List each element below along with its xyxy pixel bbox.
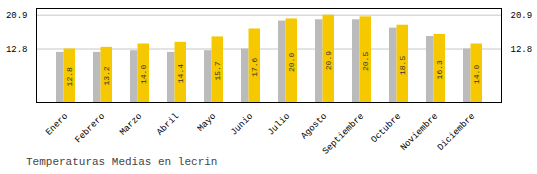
svg-text:Septiembre: Septiembre xyxy=(321,111,366,154)
svg-text:Noviembre: Noviembre xyxy=(399,111,440,152)
svg-text:Junio: Junio xyxy=(229,111,255,137)
svg-text:Julio: Julio xyxy=(266,111,292,137)
svg-text:Enero: Enero xyxy=(44,111,70,137)
svg-text:12.8: 12.8 xyxy=(6,45,28,55)
svg-text:Marzo: Marzo xyxy=(118,111,144,137)
svg-text:15.7: 15.7 xyxy=(213,61,222,80)
svg-text:Mayo: Mayo xyxy=(196,111,218,133)
svg-text:12.8: 12.8 xyxy=(511,45,533,55)
svg-text:16.3: 16.3 xyxy=(435,60,444,79)
svg-text:13.2: 13.2 xyxy=(102,66,111,85)
svg-text:17.6: 17.6 xyxy=(250,57,259,76)
svg-text:Agosto: Agosto xyxy=(299,111,329,141)
svg-text:Febrero: Febrero xyxy=(73,111,107,145)
svg-text:14.4: 14.4 xyxy=(176,64,185,83)
svg-text:18.5: 18.5 xyxy=(398,56,407,75)
svg-text:14.0: 14.0 xyxy=(139,65,148,84)
svg-text:20.9: 20.9 xyxy=(324,51,333,70)
svg-text:Octubre: Octubre xyxy=(369,111,403,145)
svg-text:20.0: 20.0 xyxy=(287,53,296,72)
html-text:Temperaturas Medias en lecrin: Temperaturas Medias en lecrin xyxy=(26,156,218,168)
svg-text:20.5: 20.5 xyxy=(361,52,370,71)
svg-text:12.8: 12.8 xyxy=(65,67,74,86)
svg-text:20.9: 20.9 xyxy=(511,11,533,21)
svg-text:14.0: 14.0 xyxy=(472,65,481,84)
svg-text:Abril: Abril xyxy=(155,111,181,137)
svg-text:Diciembre: Diciembre xyxy=(436,111,477,152)
svg-text:20.9: 20.9 xyxy=(6,11,28,21)
